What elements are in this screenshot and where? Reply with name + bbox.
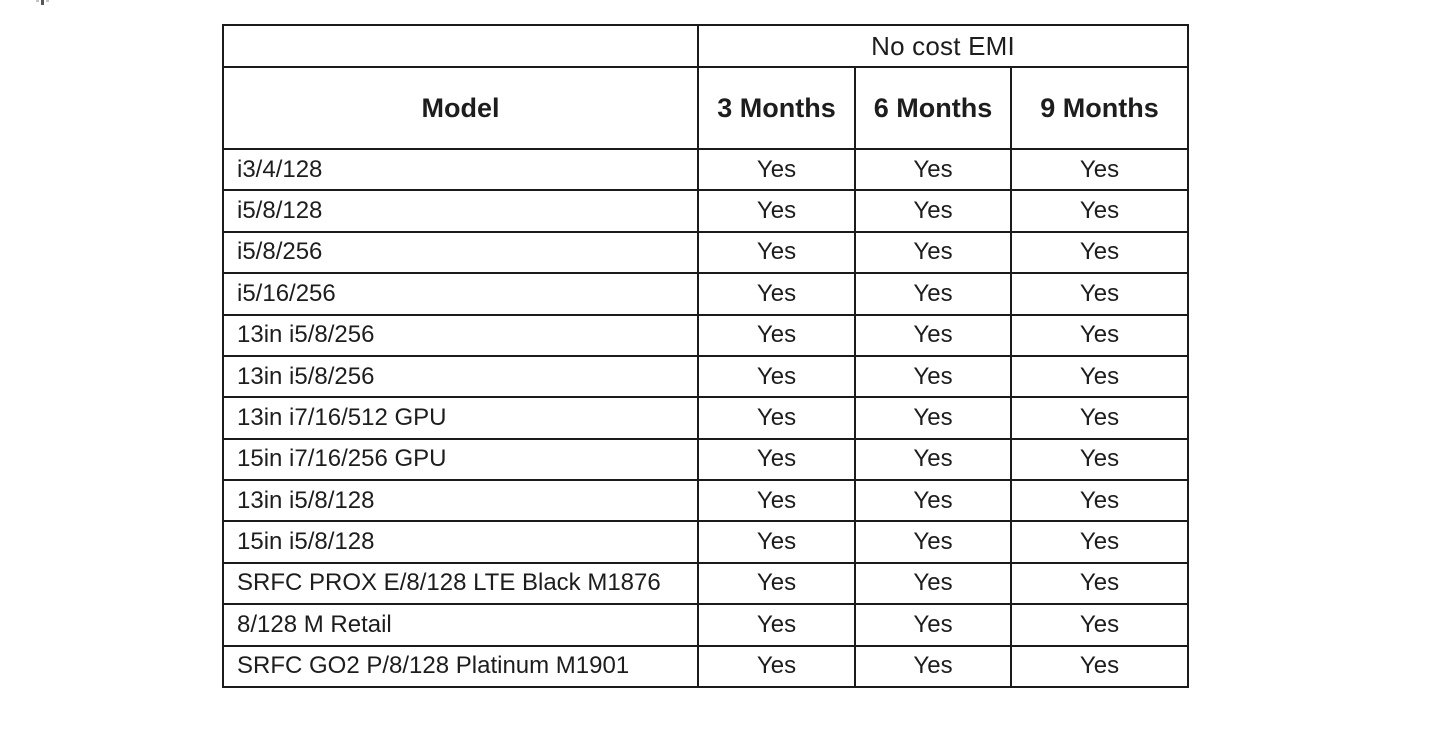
table-row: 13in i5/8/128 Yes Yes Yes — [222, 478, 1190, 523]
emi-6-months-cell: Yes — [854, 437, 1012, 482]
emi-6-months-cell: Yes — [854, 189, 1012, 233]
group-header-row: No cost EMI — [222, 24, 1190, 68]
emi-3-months-cell: Yes — [697, 189, 856, 233]
emi-3-months-cell: Yes — [697, 603, 856, 647]
emi-6-months-cell: Yes — [854, 354, 1012, 399]
emi-3-months-cell: Yes — [697, 396, 856, 440]
column-header-model: Model — [222, 66, 699, 150]
emi-6-months-cell: Yes — [854, 147, 1012, 192]
model-cell: i3/4/128 — [222, 147, 699, 192]
emi-3-months-cell: Yes — [697, 520, 856, 564]
emi-6-months-cell: Yes — [854, 272, 1012, 316]
table-row: i5/8/128 Yes Yes Yes — [222, 189, 1190, 233]
table-row: 13in i5/8/256 Yes Yes Yes — [222, 354, 1190, 399]
emi-6-months-cell: Yes — [854, 396, 1012, 440]
emi-6-months-cell: Yes — [854, 520, 1012, 564]
emi-3-months-cell: Yes — [697, 561, 856, 606]
model-cell: 15in i5/8/128 — [222, 520, 699, 564]
table-row: i5/8/256 Yes Yes Yes — [222, 230, 1190, 275]
model-cell: 8/128 M Retail — [222, 603, 699, 647]
emi-6-months-cell: Yes — [854, 230, 1012, 275]
column-header-6-months: 6 Months — [854, 66, 1012, 150]
table-row: SRFC GO2 P/8/128 Platinum M1901 Yes Yes Yes — [222, 644, 1190, 688]
emi-9-months-cell: Yes — [1009, 396, 1190, 440]
table-row: i3/4/128 Yes Yes Yes — [222, 147, 1190, 192]
emi-9-months-cell: Yes — [1009, 478, 1190, 523]
emi-6-months-cell: Yes — [854, 561, 1012, 606]
table-row: 13in i5/8/256 Yes Yes Yes — [222, 313, 1190, 357]
column-header-row: Model 3 Months 6 Months 9 Months — [222, 66, 1190, 150]
emi-6-months-cell: Yes — [854, 313, 1012, 357]
emi-6-months-cell: Yes — [854, 644, 1012, 688]
column-header-3-months: 3 Months — [697, 66, 856, 150]
emi-9-months-cell: Yes — [1009, 189, 1190, 233]
emi-3-months-cell: Yes — [697, 313, 856, 357]
emi-9-months-cell: Yes — [1009, 313, 1190, 357]
table-row: 8/128 M Retail Yes Yes Yes — [222, 603, 1190, 647]
model-cell: 13in i5/8/256 — [222, 354, 699, 399]
model-cell: 13in i5/8/128 — [222, 478, 699, 523]
model-cell: i5/8/256 — [222, 230, 699, 275]
table-row: SRFC PROX E/8/128 LTE Black M1876 Yes Yes Y… — [222, 561, 1190, 606]
model-cell: SRFC GO2 P/8/128 Platinum M1901 — [222, 644, 699, 688]
cropped-glyph-artifact — [36, 0, 50, 5]
emi-9-months-cell: Yes — [1009, 603, 1190, 647]
model-cell: SRFC PROX E/8/128 LTE Black M1876 — [222, 561, 699, 606]
emi-9-months-cell: Yes — [1009, 520, 1190, 564]
emi-3-months-cell: Yes — [697, 437, 856, 482]
emi-9-months-cell: Yes — [1009, 561, 1190, 606]
table-row: i5/16/256 Yes Yes Yes — [222, 272, 1190, 316]
emi-3-months-cell: Yes — [697, 478, 856, 523]
emi-9-months-cell: Yes — [1009, 272, 1190, 316]
column-header-9-months: 9 Months — [1009, 66, 1190, 150]
emi-9-months-cell: Yes — [1009, 354, 1190, 399]
table-body: i3/4/128 Yes Yes Yes i5/8/128 Yes Yes Yes i5/8/2… — [222, 147, 1190, 688]
emi-availability-table: No cost EMI Model 3 Months 6 Months 9 Mo… — [222, 24, 1190, 688]
emi-9-months-cell: Yes — [1009, 644, 1190, 688]
emi-3-months-cell: Yes — [697, 147, 856, 192]
model-cell: 15in i7/16/256 GPU — [222, 437, 699, 482]
emi-9-months-cell: Yes — [1009, 230, 1190, 275]
table-row: 15in i5/8/128 Yes Yes Yes — [222, 520, 1190, 564]
model-cell: 13in i7/16/512 GPU — [222, 396, 699, 440]
emi-6-months-cell: Yes — [854, 478, 1012, 523]
model-cell: 13in i5/8/256 — [222, 313, 699, 357]
emi-3-months-cell: Yes — [697, 230, 856, 275]
model-cell: i5/8/128 — [222, 189, 699, 233]
emi-9-months-cell: Yes — [1009, 437, 1190, 482]
empty-corner-cell — [222, 24, 699, 68]
table-row: 15in i7/16/256 GPU Yes Yes Yes — [222, 437, 1190, 482]
model-cell: i5/16/256 — [222, 272, 699, 316]
emi-3-months-cell: Yes — [697, 354, 856, 399]
group-header-no-cost-emi: No cost EMI — [696, 24, 1190, 68]
emi-3-months-cell: Yes — [697, 272, 856, 316]
emi-6-months-cell: Yes — [854, 603, 1012, 647]
table-row: 13in i7/16/512 GPU Yes Yes Yes — [222, 396, 1190, 440]
emi-3-months-cell: Yes — [697, 644, 856, 688]
emi-9-months-cell: Yes — [1009, 147, 1190, 192]
